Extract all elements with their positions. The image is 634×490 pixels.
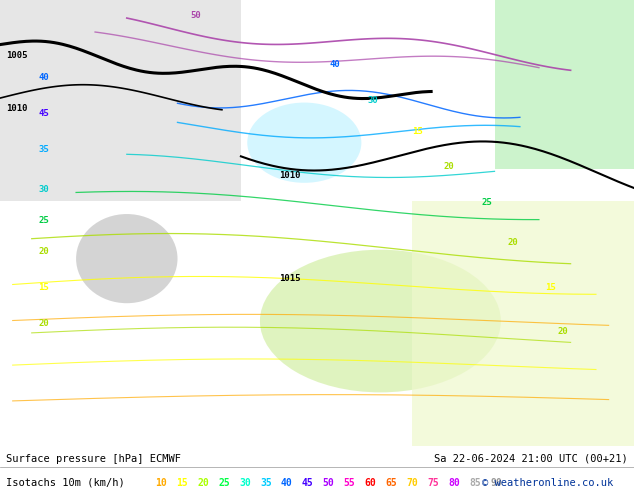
Text: 20: 20 bbox=[38, 318, 49, 327]
Text: 25: 25 bbox=[482, 198, 493, 207]
Text: 30: 30 bbox=[368, 96, 378, 104]
Text: 10: 10 bbox=[155, 478, 167, 488]
Text: 1005: 1005 bbox=[6, 51, 28, 60]
Text: 45: 45 bbox=[38, 109, 49, 118]
Text: 30: 30 bbox=[38, 185, 49, 194]
Text: 1010: 1010 bbox=[6, 104, 28, 114]
Bar bbox=[495, 0, 634, 170]
Text: 85: 85 bbox=[469, 478, 481, 488]
Text: Sa 22-06-2024 21:00 UTC (00+21): Sa 22-06-2024 21:00 UTC (00+21) bbox=[434, 454, 628, 464]
Ellipse shape bbox=[76, 214, 178, 303]
Text: Surface pressure [hPa] ECMWF: Surface pressure [hPa] ECMWF bbox=[6, 454, 181, 464]
Text: © weatheronline.co.uk: © weatheronline.co.uk bbox=[482, 478, 613, 488]
Text: 40: 40 bbox=[330, 60, 340, 69]
Text: 70: 70 bbox=[406, 478, 418, 488]
Text: 75: 75 bbox=[427, 478, 439, 488]
Text: 35: 35 bbox=[260, 478, 272, 488]
Text: 35: 35 bbox=[38, 145, 49, 153]
Bar bbox=[0, 0, 241, 201]
Text: 15: 15 bbox=[38, 283, 49, 292]
Text: 20: 20 bbox=[507, 238, 518, 247]
Text: 20: 20 bbox=[444, 163, 455, 172]
Text: 15: 15 bbox=[545, 283, 556, 292]
Text: 45: 45 bbox=[302, 478, 314, 488]
Text: 20: 20 bbox=[38, 247, 49, 256]
Bar bbox=[412, 201, 634, 446]
Text: 25: 25 bbox=[38, 216, 49, 225]
Text: 50: 50 bbox=[190, 11, 201, 20]
Text: 20: 20 bbox=[558, 327, 569, 337]
Text: 1015: 1015 bbox=[279, 274, 301, 283]
Text: 80: 80 bbox=[448, 478, 460, 488]
Text: 15: 15 bbox=[412, 127, 423, 136]
Text: 40: 40 bbox=[281, 478, 293, 488]
Text: 90: 90 bbox=[490, 478, 502, 488]
Ellipse shape bbox=[260, 250, 501, 392]
Text: 1010: 1010 bbox=[279, 172, 301, 180]
Text: 25: 25 bbox=[218, 478, 230, 488]
Text: 20: 20 bbox=[197, 478, 209, 488]
Text: Isotachs 10m (km/h): Isotachs 10m (km/h) bbox=[6, 478, 125, 488]
Text: 50: 50 bbox=[323, 478, 335, 488]
Text: 55: 55 bbox=[344, 478, 356, 488]
Text: 15: 15 bbox=[176, 478, 188, 488]
Text: 30: 30 bbox=[239, 478, 251, 488]
Text: 60: 60 bbox=[365, 478, 377, 488]
Text: 65: 65 bbox=[385, 478, 398, 488]
Ellipse shape bbox=[247, 102, 361, 183]
Text: 40: 40 bbox=[38, 74, 49, 82]
